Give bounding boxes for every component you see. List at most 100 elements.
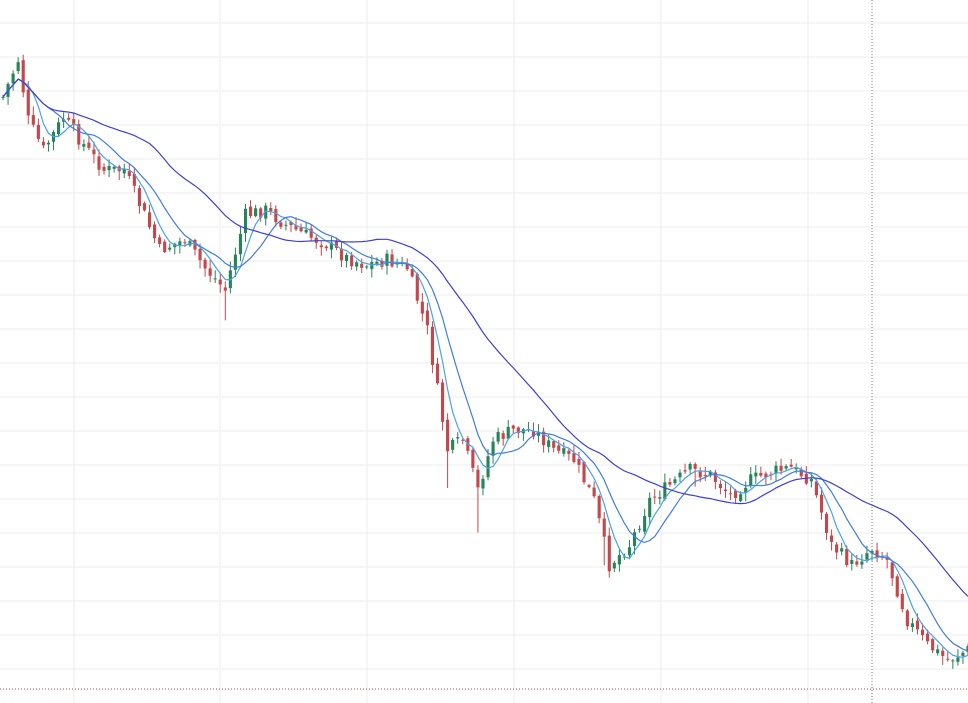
candle-body (547, 440, 551, 447)
candle-body (36, 125, 40, 139)
candle-body (845, 548, 849, 566)
candle-body (385, 253, 389, 266)
candle-body (319, 245, 323, 248)
candle-body (451, 439, 455, 450)
candle-body (259, 208, 263, 218)
candle-body (137, 188, 141, 206)
candle-body (703, 475, 707, 477)
candle-body (698, 471, 702, 478)
candle-body (1, 96, 5, 98)
candle-body (365, 266, 369, 268)
candle-body (961, 652, 965, 656)
candle-body (435, 363, 440, 384)
candle-body (951, 660, 955, 662)
candle-body (658, 497, 662, 499)
candle-body (895, 576, 899, 597)
candle-body (57, 122, 61, 135)
candle-body (648, 497, 652, 518)
candle-body (193, 239, 197, 250)
candle-body (552, 441, 556, 448)
candle-body (734, 490, 738, 498)
candle-body (643, 515, 647, 532)
candle-body (289, 222, 293, 226)
candle-body (284, 224, 288, 226)
candle-body (587, 485, 591, 488)
candle-body (168, 247, 172, 250)
candle-body (531, 430, 536, 437)
candle-body (334, 241, 339, 248)
candle-body (390, 254, 394, 267)
candle-body (693, 464, 697, 469)
candle-body (744, 487, 748, 493)
candle-body (350, 255, 354, 267)
candle-body (577, 458, 581, 465)
candle-body (739, 494, 743, 501)
candle-body (446, 419, 450, 452)
candle-body (835, 544, 839, 553)
candle-body (456, 437, 460, 439)
candle-body (279, 222, 283, 227)
candle-body (824, 513, 829, 533)
candle-body (632, 532, 637, 546)
candle-body (602, 518, 606, 537)
candle-body (607, 535, 611, 572)
candle-body (688, 464, 692, 470)
candle-body (910, 623, 914, 627)
candle-body (198, 248, 202, 261)
candle-body (11, 73, 15, 84)
candle-body (425, 310, 429, 326)
candle-body (562, 448, 566, 454)
candle-body (127, 171, 131, 176)
candle-body (405, 263, 409, 270)
candle-body (213, 278, 217, 280)
candle-body (713, 472, 717, 482)
candle-body (269, 208, 273, 211)
candle-body (501, 433, 505, 439)
candle-body (536, 432, 541, 436)
candle-body (31, 115, 35, 125)
candle-body (567, 450, 571, 454)
candle-body (309, 228, 313, 238)
candle-body (683, 470, 687, 472)
candle-body (612, 562, 616, 569)
candle-body (471, 449, 475, 468)
candle-bodies (1, 60, 968, 662)
candle-body (41, 141, 45, 146)
candle-body (920, 629, 925, 636)
candle-body (936, 649, 940, 654)
candle-body (329, 242, 333, 250)
candle-body (112, 166, 116, 169)
candle-body (163, 241, 167, 253)
candle-body (749, 474, 753, 486)
candle-body (481, 478, 485, 489)
candle-body (153, 224, 157, 239)
candle-body (496, 432, 500, 442)
candle-body (668, 482, 672, 485)
candle-body (638, 528, 642, 530)
candle-body (122, 169, 126, 174)
candle-body (339, 248, 344, 261)
candle-body (294, 225, 298, 230)
candle-body (132, 173, 136, 186)
candle-body (865, 553, 869, 560)
candle-body (97, 156, 101, 170)
candle-body (779, 465, 783, 471)
candle-body (860, 561, 864, 565)
candle-body (516, 427, 520, 434)
candle-body (410, 269, 414, 277)
candle-body (506, 426, 510, 439)
candle-body (627, 547, 632, 556)
candle-body (430, 326, 435, 365)
ma-slow-line (2, 78, 968, 597)
candle-body (476, 469, 480, 488)
candle-body (678, 472, 682, 478)
candle-body (956, 657, 960, 662)
candle-body (208, 268, 212, 276)
candle-body (26, 89, 30, 116)
candle-body (794, 467, 798, 470)
moving-average-lines (2, 78, 968, 658)
candle-body (21, 60, 25, 93)
candle-body (461, 439, 465, 441)
